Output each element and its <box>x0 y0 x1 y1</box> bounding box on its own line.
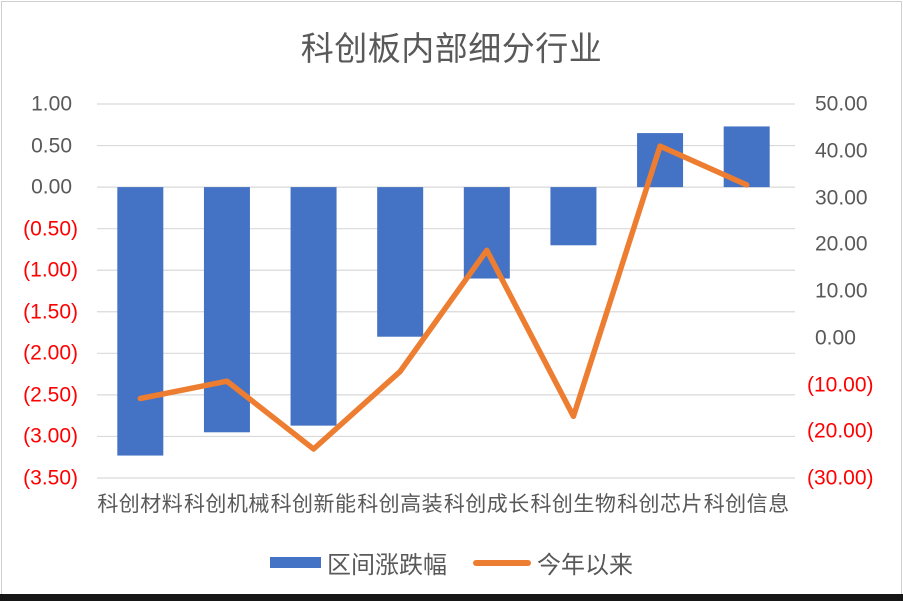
bar-科创芯片 <box>637 133 684 188</box>
bar-科创高装 <box>377 187 424 337</box>
bar-科创新能 <box>290 187 337 426</box>
bar-科创成长 <box>463 187 510 279</box>
legend-line-series-label: 今年以来 <box>537 552 633 579</box>
legend-item-line-series: 今年以来 <box>473 545 633 580</box>
window-bottom-edge <box>0 594 903 601</box>
chart-title: 科创板内部细分行业 <box>300 30 603 67</box>
line-series <box>137 143 750 452</box>
legend: 区间涨跌幅 今年以来 <box>0 545 903 580</box>
bar-科创材料 <box>117 187 164 456</box>
line-series-swatch-icon <box>473 559 531 566</box>
bar-series-swatch-icon <box>270 557 321 568</box>
bar-科创生物 <box>550 187 597 246</box>
legend-item-bar-series: 区间涨跌幅 <box>270 545 447 580</box>
legend-bar-series-label: 区间涨跌幅 <box>327 552 447 579</box>
